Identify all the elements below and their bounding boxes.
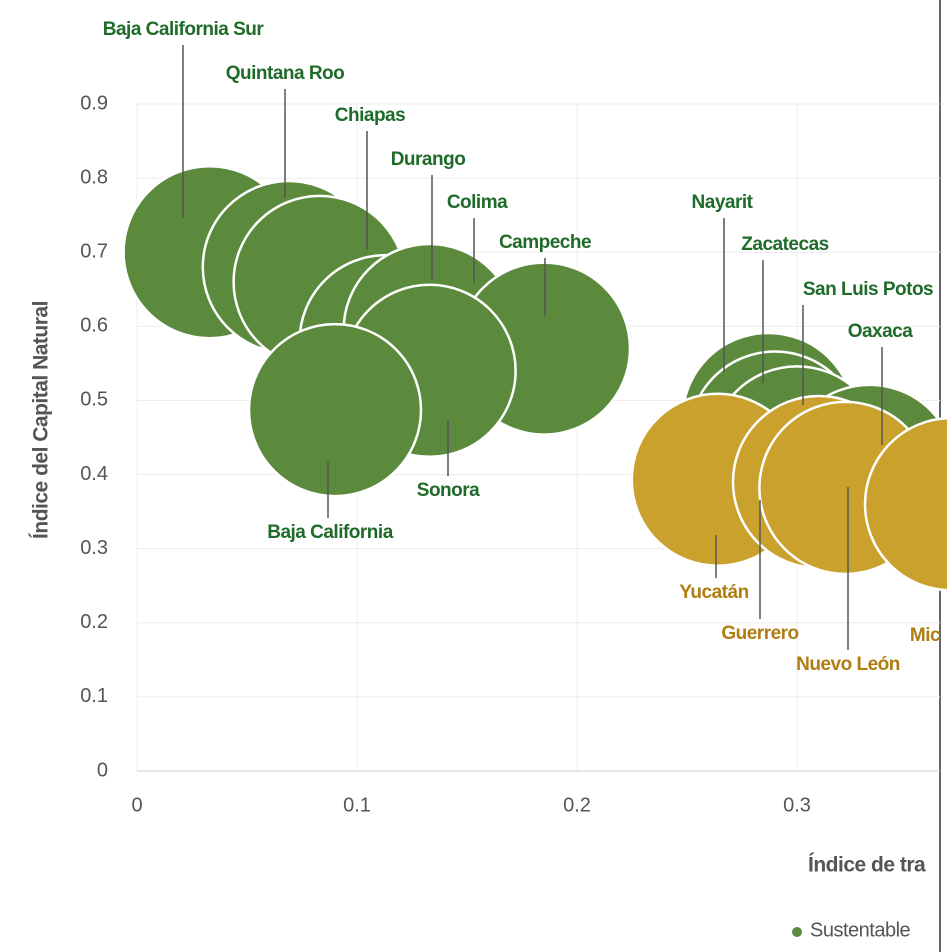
point-label: Nuevo León <box>796 654 900 675</box>
point-label: San Luis Potos <box>803 279 933 300</box>
point-label: Nayarit <box>692 192 754 213</box>
point-label: Yucatán <box>679 582 748 603</box>
bubble <box>247 322 423 498</box>
x-tick-label: 0.2 <box>563 794 591 816</box>
y-tick-label: 0.5 <box>80 389 108 411</box>
bubble <box>863 417 947 592</box>
labels: Baja California Sur Quintana Roo Chiapas Du… <box>103 19 942 675</box>
x-tick-label: 0 <box>131 794 142 816</box>
x-tick-label: 0.3 <box>783 794 811 816</box>
legend-marker <box>792 927 802 937</box>
x-tick-label: 0.1 <box>343 794 371 816</box>
point-label: Quintana Roo <box>226 63 345 84</box>
y-axis-title: Índice del Capital Natural <box>30 301 53 539</box>
y-tick-label: 0.9 <box>80 92 108 114</box>
point-label: Chiapas <box>335 105 405 126</box>
y-tick-label: 0.6 <box>80 315 108 337</box>
y-tick-label: 0.2 <box>80 611 108 633</box>
y-tick-label: 0 <box>97 759 108 781</box>
y-tick-label: 0.3 <box>80 537 108 559</box>
point-label: Zacatecas <box>741 234 828 255</box>
point-label: Campeche <box>499 232 591 253</box>
y-tick-label: 0.8 <box>80 166 108 188</box>
point-label: Baja California Sur <box>103 19 265 40</box>
point-label: Sonora <box>417 480 480 501</box>
point-label: Baja California <box>267 522 393 543</box>
point-label: Guerrero <box>721 623 798 644</box>
point-label: Durango <box>391 149 466 170</box>
point-label: Oaxaca <box>848 321 914 342</box>
legend-label: Sustentable <box>810 919 911 941</box>
y-tick-label: 0.7 <box>80 241 108 263</box>
point-label: Colima <box>447 192 508 213</box>
y-tick-label: 0.1 <box>80 685 108 707</box>
plot <box>122 164 947 592</box>
x-axis-title: Índice de tra <box>808 854 926 877</box>
y-tick-label: 0.4 <box>80 463 108 485</box>
point-label: Mic <box>910 625 941 646</box>
